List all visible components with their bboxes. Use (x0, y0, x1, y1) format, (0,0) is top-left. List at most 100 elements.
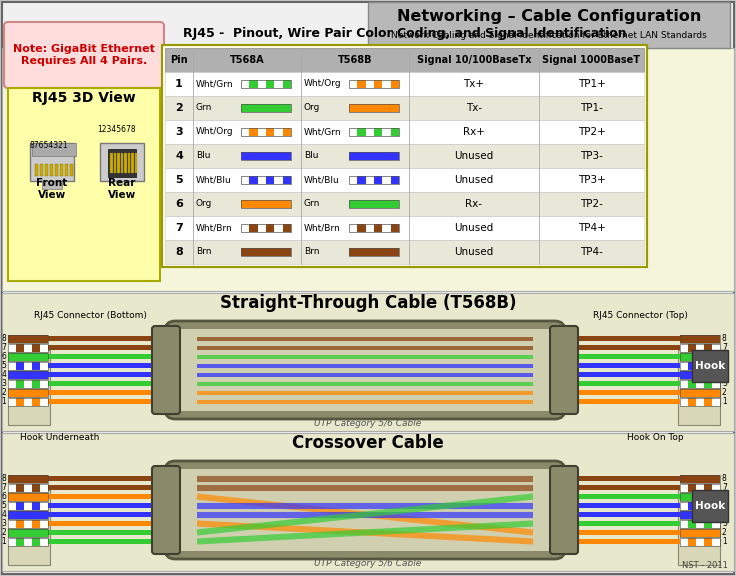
Bar (575, 372, 680, 377)
Text: TP1+: TP1+ (578, 79, 606, 89)
Bar (680, 370, 720, 378)
Text: Unused: Unused (454, 151, 494, 161)
Bar (704, 502, 712, 510)
Bar (575, 485, 680, 490)
Text: 7: 7 (1, 343, 6, 352)
Text: Note: GigaBit Ethernet
Requires All 4 Pairs.: Note: GigaBit Ethernet Requires All 4 Pa… (13, 44, 155, 66)
Bar (48, 512, 153, 517)
Bar (8, 362, 48, 369)
Text: 8: 8 (722, 474, 726, 483)
Bar (42, 181, 62, 189)
Text: Pin: Pin (170, 55, 188, 65)
Bar (32, 343, 40, 351)
Bar (48, 503, 153, 508)
Bar (32, 483, 40, 491)
Bar (8, 370, 48, 378)
Bar (575, 539, 680, 544)
Bar (8, 502, 48, 510)
Bar (575, 390, 680, 395)
Bar (692, 350, 728, 382)
Bar (241, 152, 291, 160)
Text: Hook: Hook (695, 361, 725, 371)
Bar (575, 521, 680, 526)
Bar (349, 104, 399, 112)
Bar (8, 362, 48, 369)
Text: 1: 1 (1, 397, 6, 406)
Bar (349, 128, 399, 136)
Text: Brn: Brn (196, 248, 211, 256)
Text: Unused: Unused (454, 175, 494, 185)
Bar (16, 483, 24, 491)
Bar (680, 483, 720, 491)
Text: Unused: Unused (454, 247, 494, 257)
Bar (680, 475, 720, 483)
Text: Unused: Unused (454, 223, 494, 233)
Bar (349, 176, 399, 184)
FancyBboxPatch shape (173, 469, 557, 551)
Bar (121, 153, 123, 173)
Bar (704, 397, 712, 406)
Bar (135, 153, 137, 173)
Bar (70, 164, 73, 176)
Bar (680, 397, 720, 406)
Text: 7: 7 (722, 483, 727, 492)
Bar (680, 397, 720, 406)
Bar (100, 143, 144, 181)
Text: Signal 10/100BaseTx: Signal 10/100BaseTx (417, 55, 531, 65)
Bar (349, 80, 399, 88)
Bar (16, 343, 24, 351)
Bar (688, 397, 696, 406)
Text: 1: 1 (1, 537, 6, 546)
Text: Grn: Grn (304, 199, 320, 209)
Text: Wht/Blu: Wht/Blu (196, 176, 232, 184)
Bar (575, 494, 680, 499)
Bar (8, 510, 48, 518)
Bar (349, 128, 399, 136)
Bar (368, 2, 730, 48)
Bar (16, 537, 24, 545)
Bar (680, 520, 720, 528)
Bar (283, 176, 291, 184)
Bar (8, 397, 48, 406)
Bar (283, 128, 291, 136)
Bar (197, 363, 533, 367)
Text: 5: 5 (722, 501, 727, 510)
Bar (266, 128, 275, 136)
Bar (391, 80, 399, 88)
Bar (688, 537, 696, 545)
Bar (8, 335, 48, 343)
Bar (110, 153, 113, 173)
Bar (16, 380, 24, 388)
Bar (8, 492, 48, 501)
Bar (680, 335, 720, 343)
Text: Rx+: Rx+ (463, 127, 485, 137)
Bar (680, 502, 720, 510)
Bar (162, 45, 647, 267)
Bar (165, 144, 644, 168)
Bar (575, 345, 680, 350)
Bar (8, 537, 48, 545)
Bar (241, 224, 291, 232)
Bar (391, 224, 399, 232)
Bar (8, 353, 48, 361)
Bar (2, 293, 734, 431)
Bar (8, 343, 48, 351)
Bar (8, 510, 48, 518)
Text: 4: 4 (722, 510, 727, 519)
Text: 3: 3 (1, 519, 6, 528)
Bar (8, 529, 48, 536)
Bar (680, 510, 720, 518)
Text: 4: 4 (1, 510, 6, 519)
Text: 1: 1 (175, 79, 183, 89)
Bar (349, 200, 399, 208)
Bar (680, 388, 720, 396)
Bar (162, 45, 647, 267)
Bar (241, 176, 291, 184)
Bar (8, 529, 48, 536)
Text: Wht/Brn: Wht/Brn (304, 223, 341, 233)
Bar (50, 164, 53, 176)
Bar (688, 520, 696, 528)
Bar (374, 176, 382, 184)
Bar (680, 537, 720, 545)
Bar (680, 492, 720, 501)
